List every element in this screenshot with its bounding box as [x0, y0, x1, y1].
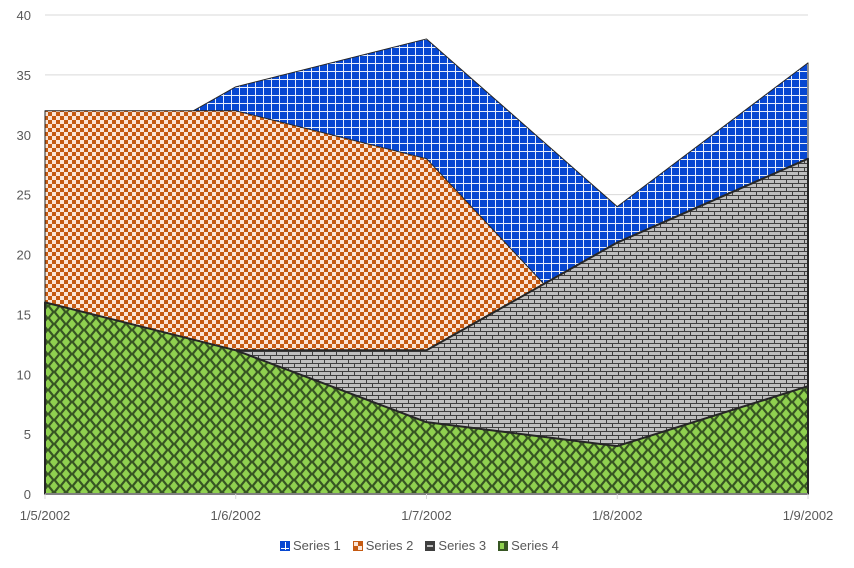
- y-tick-label: 15: [17, 307, 31, 322]
- series-area-4[interactable]: [44, 301, 809, 495]
- legend-label: Series 1: [293, 538, 341, 553]
- legend-label: Series 2: [365, 538, 414, 553]
- checker-pattern-swatch-icon: [352, 540, 363, 551]
- y-tick-label: 25: [17, 188, 31, 203]
- legend-item-series-2[interactable]: Series 2: [352, 538, 414, 553]
- brick-pattern-swatch-icon: [425, 540, 436, 551]
- y-tick-label: 20: [17, 248, 31, 263]
- y-tick-label: 5: [24, 427, 31, 442]
- x-tick-label: 1/7/2002: [401, 508, 452, 523]
- y-tick-label: 0: [24, 487, 31, 502]
- grid-pattern-swatch-icon: [280, 540, 290, 551]
- y-axis: 0 5 10 15 20 25 30 35 40: [17, 8, 31, 502]
- x-tick-label: 1/5/2002: [20, 508, 71, 523]
- y-tick-label: 40: [17, 8, 31, 23]
- legend-label: Series 4: [511, 538, 559, 553]
- x-tick-label: 1/8/2002: [592, 508, 643, 523]
- x-tick-label: 1/6/2002: [210, 508, 261, 523]
- legend: Series 1 Series 2 Series 3 Series 4: [280, 538, 559, 553]
- x-axis: 1/5/2002 1/6/2002 1/7/2002 1/8/2002 1/9/2002: [20, 493, 834, 523]
- x-tick-label: 1/9/2002: [783, 508, 834, 523]
- y-tick-label: 10: [17, 367, 31, 382]
- legend-item-series-1[interactable]: Series 1: [280, 538, 341, 553]
- y-tick-label: 30: [17, 128, 31, 143]
- series-areas: [44, 38, 809, 495]
- legend-item-series-3[interactable]: Series 3: [425, 538, 486, 553]
- diamond-pattern-swatch-icon: [498, 540, 509, 551]
- legend-item-series-4[interactable]: Series 4: [498, 538, 559, 553]
- legend-label: Series 3: [438, 538, 487, 553]
- y-tick-label: 35: [17, 68, 31, 83]
